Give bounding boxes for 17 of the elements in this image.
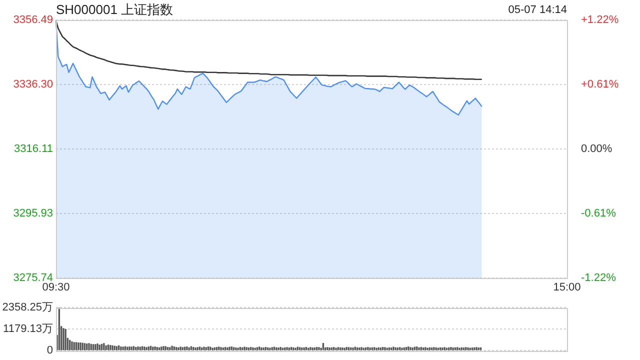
y-tick-label: 3295.93 [13,208,53,220]
y2-tick-label: +1.22% [581,14,619,26]
y-tick-label: 0 [46,344,53,356]
y-tick-label: 3356.49 [13,14,53,26]
y2-tick-label: -1.22% [581,272,616,284]
y-tick-label: 3336.30 [13,78,53,91]
x-tick-label: 15:00 [553,282,581,294]
x-tick-label: 09:30 [42,282,70,294]
y-tick-label: 3275.74 [13,272,53,284]
chart-title: SH000001 上证指数 [56,1,174,19]
chart-subtitle: 05-07 14:14 [508,4,567,16]
y2-tick-label: -0.61% [581,208,616,220]
y-tick-label: 3316.11 [14,143,53,156]
y-tick-label: 2358.25万 [2,302,53,314]
y2-tick-label: +0.61% [581,78,619,91]
y-tick-label: 1179.13万 [3,323,53,336]
y2-tick-label: 0.00% [581,143,612,156]
